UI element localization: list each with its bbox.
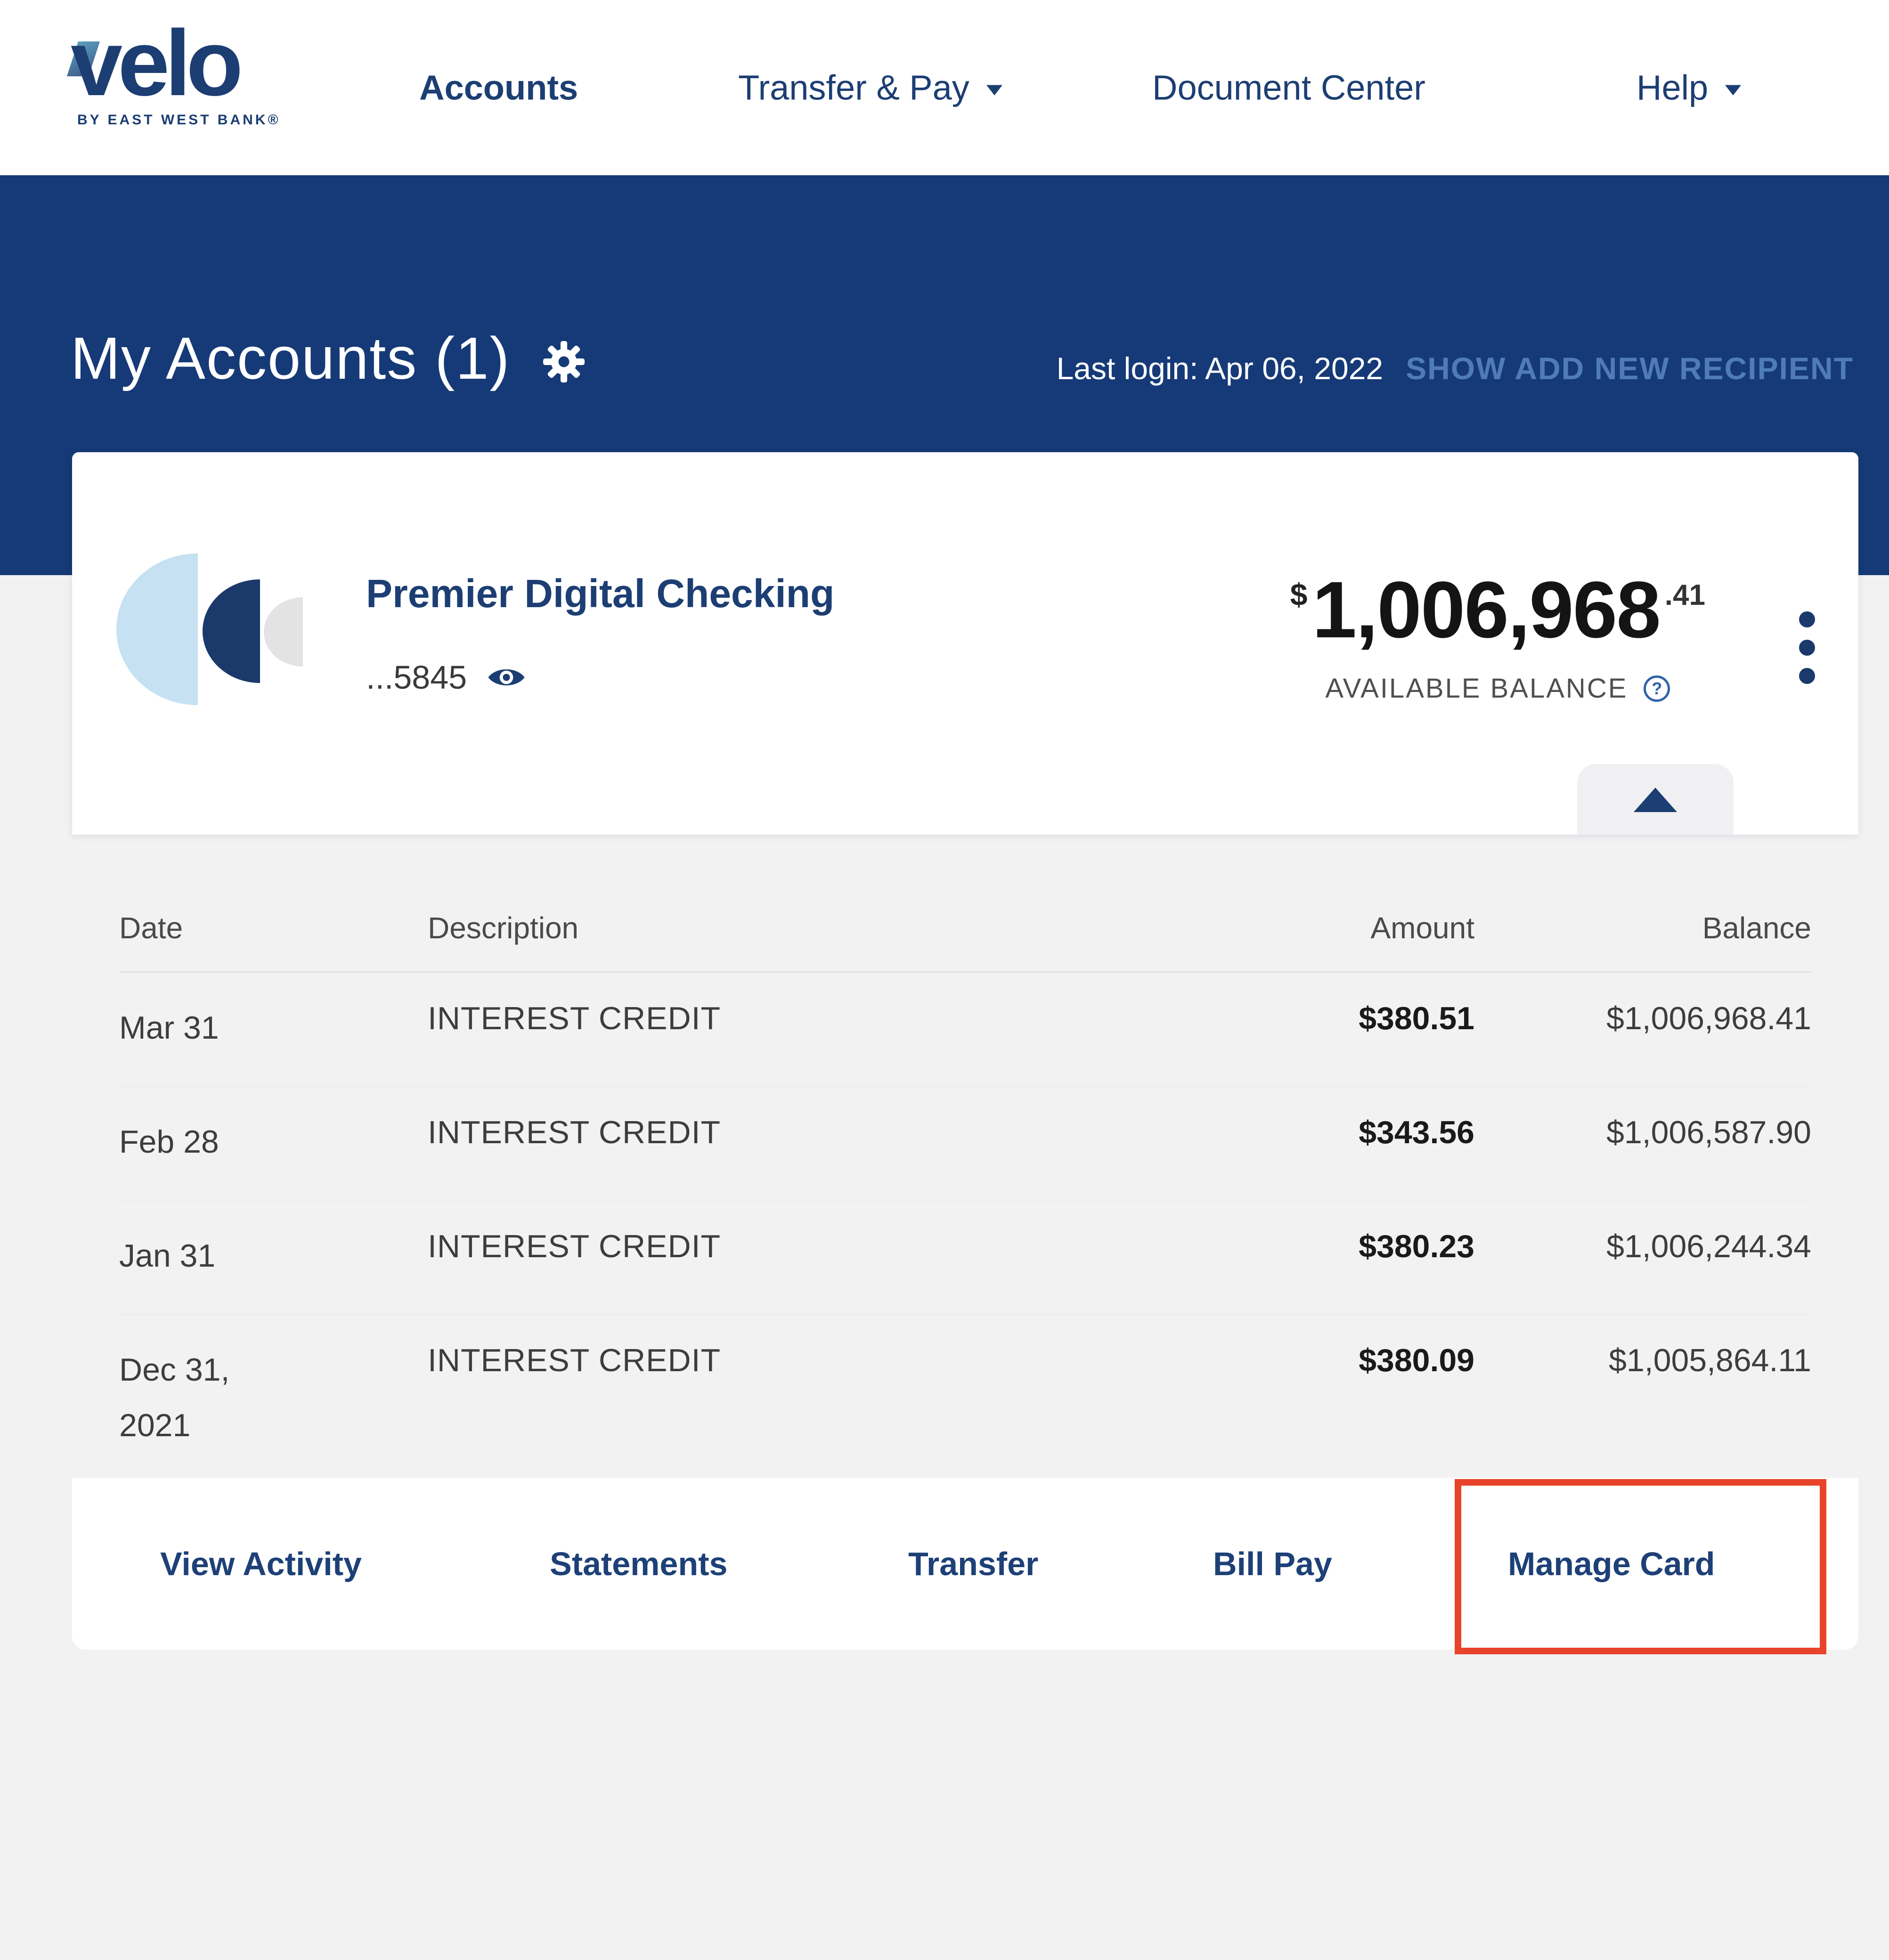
balance-cents: .41: [1664, 579, 1705, 611]
cell-date: Mar 31: [119, 1010, 219, 1046]
cell-date: Jan 31: [119, 1238, 216, 1274]
top-navigation: velo BY EAST WEST BANK® Accounts Transfe…: [0, 0, 1889, 175]
page-title: My Accounts (1): [71, 325, 511, 391]
manage-card-highlight: [1455, 1479, 1826, 1654]
nav-item-help[interactable]: Help: [1637, 68, 1742, 108]
last-login-text: Last login: Apr 06, 2022: [1056, 351, 1384, 386]
account-card: Premier Digital Checking ...5845 $ 1,006…: [72, 452, 1858, 836]
cell-amount: $343.56: [1359, 1114, 1474, 1150]
arc-shape-gray: [264, 597, 303, 667]
balance-amount: 1,006,968: [1312, 565, 1661, 655]
cell-amount: $380.51: [1359, 1000, 1474, 1036]
account-name: Premier Digital Checking: [366, 571, 835, 616]
table-row: Feb 28 INTEREST CREDIT $343.56 $1,006,58…: [119, 1087, 1811, 1201]
table-row: Jan 31 INTEREST CREDIT $380.23 $1,006,24…: [119, 1201, 1811, 1315]
cell-amount: $380.09: [1359, 1342, 1474, 1378]
gear-icon[interactable]: [543, 341, 585, 382]
eye-icon[interactable]: [487, 664, 526, 691]
nav-item-accounts[interactable]: Accounts: [419, 68, 578, 107]
show-add-new-recipient-link[interactable]: SHOW ADD NEW RECIPIENT: [1406, 351, 1854, 386]
cell-balance: $1,006,244.34: [1606, 1228, 1811, 1264]
cell-date: Dec 31, 2021: [119, 1352, 230, 1443]
chevron-down-icon: [1725, 85, 1742, 95]
brand-tagline: BY EAST WEST BANK®: [77, 112, 281, 128]
table-row: Dec 31, 2021 INTEREST CREDIT $380.09 $1,…: [119, 1315, 1811, 1453]
column-header-description: Description: [428, 911, 579, 945]
transfer-button[interactable]: Transfer: [908, 1545, 1039, 1582]
table-row: Mar 31 INTEREST CREDIT $380.51 $1,006,96…: [119, 973, 1811, 1087]
column-header-balance: Balance: [1702, 911, 1811, 945]
cell-date: Feb 28: [119, 1124, 219, 1160]
kebab-menu-icon[interactable]: [1799, 611, 1815, 696]
nav-item-transfer-and-pay[interactable]: Transfer & Pay: [738, 68, 1002, 108]
view-activity-button[interactable]: View Activity: [160, 1545, 362, 1582]
manage-card-button[interactable]: Manage Card: [1508, 1545, 1715, 1582]
cell-description: INTEREST CREDIT: [428, 1114, 721, 1150]
statements-button[interactable]: Statements: [550, 1545, 728, 1582]
cell-description: INTEREST CREDIT: [428, 1228, 721, 1264]
collapse-card-button[interactable]: [1577, 764, 1734, 835]
column-header-date: Date: [119, 911, 183, 945]
cell-description: INTEREST CREDIT: [428, 1000, 721, 1036]
arc-shape-light-blue: [116, 553, 198, 705]
balance-label: AVAILABLE BALANCE: [1325, 673, 1628, 704]
balance-block: $ 1,006,968 .41 AVAILABLE BALANCE ?: [1290, 570, 1705, 704]
nav-item-document-center[interactable]: Document Center: [1152, 68, 1425, 107]
velo-logo[interactable]: velo BY EAST WEST BANK®: [66, 16, 281, 128]
column-header-amount: Amount: [1370, 911, 1474, 945]
arc-shape-navy: [203, 579, 260, 683]
currency-symbol: $: [1290, 577, 1308, 612]
account-action-bar: View Activity Statements Transfer Bill P…: [72, 1478, 1858, 1650]
cell-balance: $1,005,864.11: [1609, 1342, 1811, 1378]
bill-pay-button[interactable]: Bill Pay: [1213, 1545, 1332, 1582]
cell-amount: $380.23: [1359, 1228, 1474, 1264]
chevron-down-icon: [986, 85, 1002, 95]
transactions-table: Date Description Amount Balance Mar 31 I…: [72, 836, 1858, 1453]
brand-wordmark: velo: [66, 16, 281, 110]
masked-account-number: ...5845: [366, 659, 467, 696]
account-type-icon: [116, 553, 305, 705]
cell-balance: $1,006,968.41: [1606, 1000, 1811, 1036]
table-header-row: Date Description Amount Balance: [119, 836, 1811, 973]
triangle-up-icon: [1634, 788, 1677, 812]
cell-balance: $1,006,587.90: [1606, 1114, 1811, 1150]
help-icon[interactable]: ?: [1644, 675, 1670, 702]
cell-description: INTEREST CREDIT: [428, 1342, 721, 1378]
